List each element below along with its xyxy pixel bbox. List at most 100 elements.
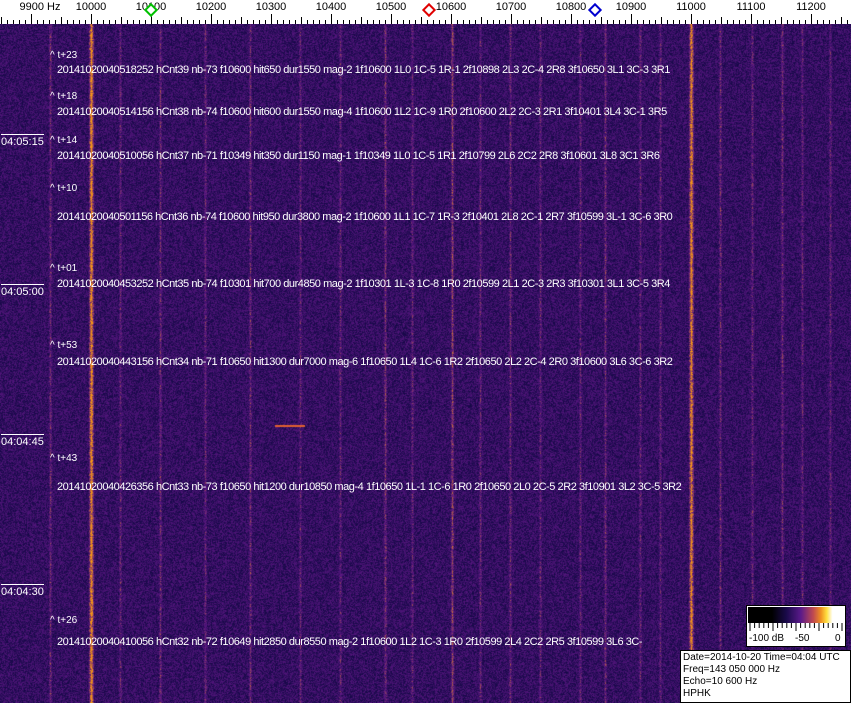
axis-tick — [163, 20, 164, 24]
axis-tick — [247, 20, 248, 24]
axis-tick — [145, 20, 146, 24]
time-label: 04:05:00 — [1, 284, 44, 298]
axis-tick — [397, 20, 398, 24]
axis-tick — [343, 20, 344, 24]
axis-tick — [277, 20, 278, 24]
axis-tick — [229, 20, 230, 24]
axis-tick — [607, 20, 608, 24]
axis-tick — [649, 20, 650, 24]
waterfall-spectrogram[interactable] — [0, 24, 851, 703]
axis-tick — [517, 20, 518, 24]
axis-tick — [337, 20, 338, 24]
axis-tick — [445, 20, 446, 24]
axis-tick — [613, 20, 614, 24]
axis-tick — [499, 20, 500, 24]
axis-tick — [193, 20, 194, 24]
colorbar-ticks — [749, 623, 843, 631]
axis-tick — [253, 20, 254, 24]
axis-tick — [553, 20, 554, 24]
detection-record: 20141020040443156 hCnt34 nb-71 f10650 hi… — [57, 356, 673, 368]
axis-tick — [289, 20, 290, 24]
axis-tick — [115, 20, 116, 24]
axis-tick — [511, 14, 512, 24]
blue-marker-icon[interactable] — [587, 2, 603, 18]
axis-tick — [565, 20, 566, 24]
axis-tick — [829, 20, 830, 24]
axis-tick — [523, 20, 524, 24]
axis-tick — [751, 14, 752, 24]
axis-tick — [481, 17, 482, 24]
axis-tick-label: 11100 — [736, 1, 766, 13]
axis-tick — [763, 20, 764, 24]
axis-tick — [217, 20, 218, 24]
axis-tick-label: 10200 — [195, 1, 227, 13]
axis-tick-label: 10600 — [435, 1, 467, 13]
axis-tick — [157, 20, 158, 24]
axis-tick — [373, 20, 374, 24]
axis-tick — [847, 20, 848, 24]
axis-tick — [529, 20, 530, 24]
axis-tick — [103, 20, 104, 24]
axis-tick — [817, 20, 818, 24]
axis-tick — [265, 20, 266, 24]
axis-tick — [415, 20, 416, 24]
axis-tick — [781, 17, 782, 24]
axis-tick — [391, 14, 392, 24]
axis-tick — [331, 14, 332, 24]
axis-tick — [85, 20, 86, 24]
time-offset-label: ^ t+53 — [50, 340, 78, 351]
axis-tick — [469, 20, 470, 24]
axis-tick — [571, 14, 572, 24]
axis-tick — [127, 20, 128, 24]
axis-tick — [73, 20, 74, 24]
axis-tick — [187, 20, 188, 24]
axis-tick — [739, 20, 740, 24]
axis-tick — [757, 20, 758, 24]
axis-tick — [835, 20, 836, 24]
axis-tick — [439, 20, 440, 24]
axis-tick — [493, 20, 494, 24]
colorbar-label-mid: -50 — [795, 633, 810, 644]
axis-tick — [241, 17, 242, 24]
axis-tick-label: 10800 — [555, 1, 587, 13]
time-offset-label: ^ t+10 — [50, 183, 78, 194]
axis-tick — [307, 20, 308, 24]
axis-tick — [211, 14, 212, 24]
info-box: Date=2014-10-20 Time=04:04 UTC Freq=143 … — [680, 650, 851, 703]
detection-record: 20141020040453252 hCnt35 nb-74 f10301 hi… — [57, 278, 670, 290]
time-label: 04:04:45 — [1, 434, 44, 448]
axis-tick — [259, 20, 260, 24]
axis-tick — [109, 20, 110, 24]
time-offset-label: ^ t+18 — [50, 91, 78, 102]
axis-tick — [1, 17, 2, 24]
axis-unit-label: 9900 Hz — [19, 1, 61, 13]
axis-tick — [661, 17, 662, 24]
axis-tick — [283, 20, 284, 24]
axis-tick — [409, 20, 410, 24]
axis-tick — [325, 20, 326, 24]
info-echo: Echo=10 600 Hz — [683, 676, 758, 687]
axis-tick — [55, 20, 56, 24]
axis-tick — [379, 20, 380, 24]
axis-tick — [355, 20, 356, 24]
axis-tick — [79, 20, 80, 24]
detection-record: 20141020040426356 hCnt33 nb-73 f10650 hi… — [57, 481, 682, 493]
axis-tick — [457, 20, 458, 24]
axis-tick — [67, 20, 68, 24]
axis-tick — [403, 20, 404, 24]
axis-tick — [775, 20, 776, 24]
axis-tick — [619, 20, 620, 24]
axis-tick-label: 10500 — [375, 1, 407, 13]
axis-tick — [547, 20, 548, 24]
axis-tick — [727, 20, 728, 24]
detection-record: 20141020040501156 hCnt36 nb-74 f10600 hi… — [57, 211, 673, 223]
axis-tick — [205, 20, 206, 24]
axis-tick — [433, 20, 434, 24]
axis-tick — [133, 20, 134, 24]
axis-tick — [799, 20, 800, 24]
time-offset-label: ^ t+26 — [50, 615, 78, 626]
axis-tick-label: 10900 — [615, 1, 647, 13]
axis-tick — [823, 20, 824, 24]
axis-tick — [715, 20, 716, 24]
red-marker-icon[interactable] — [421, 2, 436, 18]
